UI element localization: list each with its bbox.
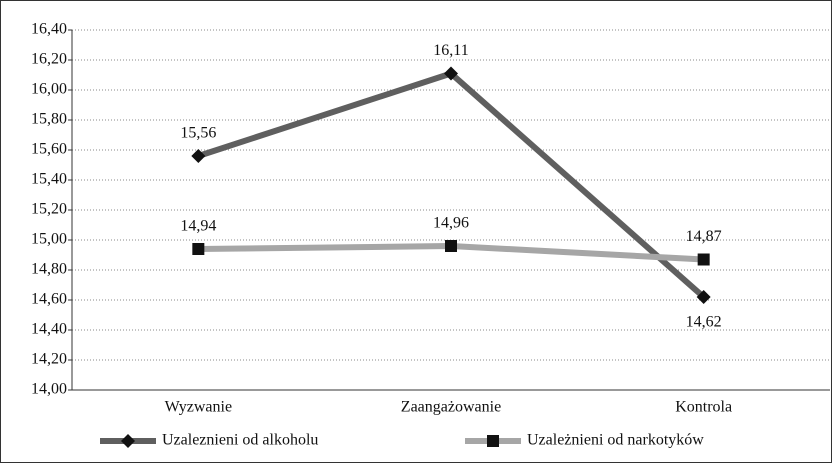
y-tick-label: 14,00: [31, 381, 67, 398]
legend-label: Uzależnieni od narkotyków: [527, 432, 704, 449]
x-tick-label: Zaangażowanie: [401, 399, 501, 416]
y-tick-label: 14,40: [31, 321, 67, 338]
x-tick-label: Wyzwanie: [165, 399, 232, 416]
data-label: 14,87: [686, 228, 722, 245]
y-tick-label: 14,60: [31, 291, 67, 308]
y-tick-label: 15,40: [31, 171, 67, 188]
data-point: [191, 149, 206, 163]
data-point: [696, 290, 711, 304]
data-point: [697, 253, 710, 266]
y-tick-label: 14,20: [31, 351, 67, 368]
legend-marker: [121, 434, 135, 448]
data-point: [445, 240, 457, 252]
y-tick-label: 14,80: [31, 261, 67, 278]
y-tick-label: 15,00: [31, 231, 67, 248]
data-label: 14,96: [433, 215, 469, 232]
data-point: [192, 243, 205, 255]
data-label: 14,94: [180, 218, 216, 235]
data-label: 14,62: [686, 314, 722, 331]
y-tick-label: 15,60: [31, 141, 67, 158]
y-tick-label: 15,20: [31, 201, 67, 218]
legend-marker: [487, 435, 499, 447]
y-tick-label: 16,40: [31, 21, 67, 38]
legend-label: Uzaleznieni od alkoholu: [162, 432, 318, 449]
y-tick-label: 16,20: [31, 51, 67, 68]
x-tick-label: Kontrola: [675, 399, 732, 416]
data-label: 15,56: [180, 125, 216, 142]
data-point: [444, 66, 458, 81]
y-tick-label: 15,80: [31, 111, 67, 128]
data-label: 16,11: [433, 42, 468, 59]
y-tick-label: 16,00: [31, 81, 67, 98]
